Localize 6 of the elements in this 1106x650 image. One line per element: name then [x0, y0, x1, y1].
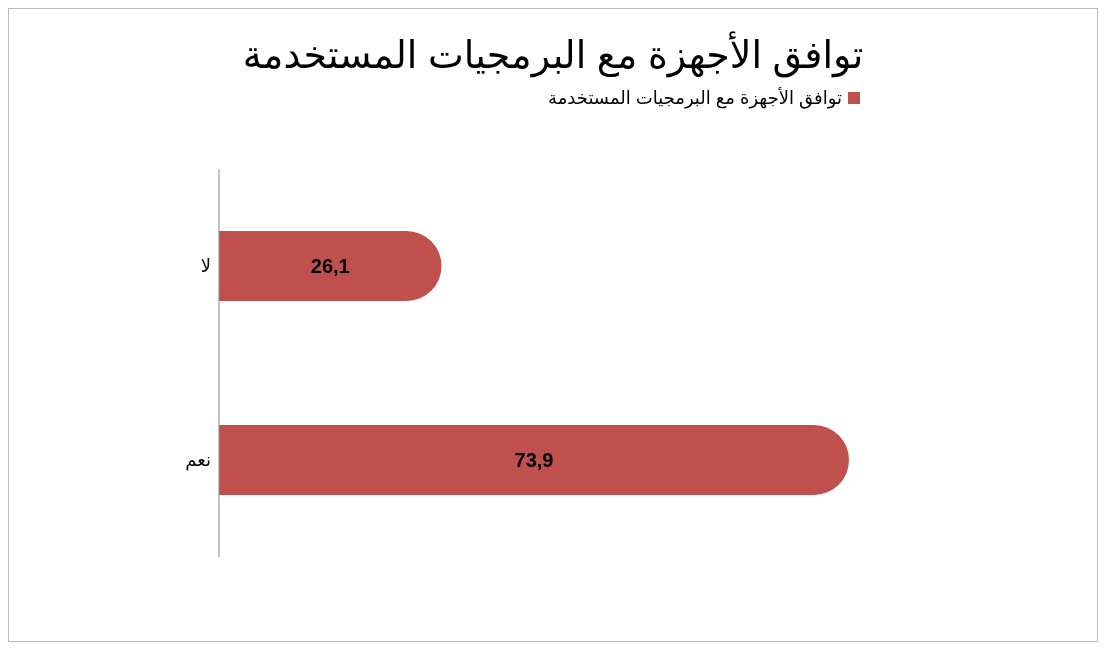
y-tick-label: نعم [185, 450, 211, 472]
y-tick-label: لا [200, 256, 211, 277]
legend-label: توافق الأجهزة مع البرمجيات المستخدمة [548, 87, 842, 109]
data-label: 73,9 [514, 449, 554, 472]
data-label: 26,1 [310, 255, 350, 278]
chart-title: توافق الأجهزة مع البرمجيات المستخدمة [241, 30, 865, 77]
